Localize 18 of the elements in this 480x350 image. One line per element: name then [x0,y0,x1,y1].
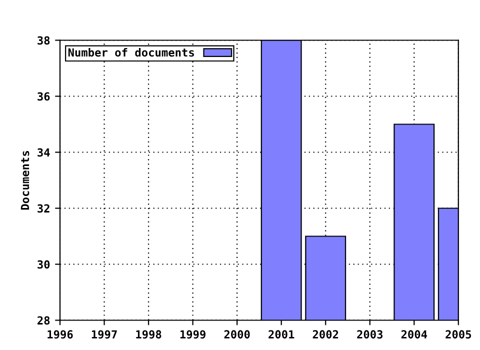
x-tick-label: 2005 [446,330,472,339]
legend-label: Number of documents [68,48,194,57]
x-tick-label: 2004 [401,330,428,339]
x-tick-label: 2001 [268,330,294,339]
x-tick-label: 2002 [312,330,338,339]
y-tick-label: 30 [38,260,50,269]
x-tick-label: 1996 [48,330,73,339]
x-tick-label: 1997 [92,330,117,339]
x-tick-label: 2000 [224,330,250,339]
y-tick-label: 34 [38,148,50,157]
y-tick-label: 28 [38,316,50,325]
x-tick-label: 1998 [136,330,162,339]
y-axis-title: Documents [20,151,30,210]
y-tick-label: 36 [38,92,50,101]
y-tick-label: 38 [38,36,50,45]
x-tick-label: 1999 [180,330,206,339]
x-tick-label: 2003 [357,330,383,339]
y-tick-label: 32 [38,204,50,213]
